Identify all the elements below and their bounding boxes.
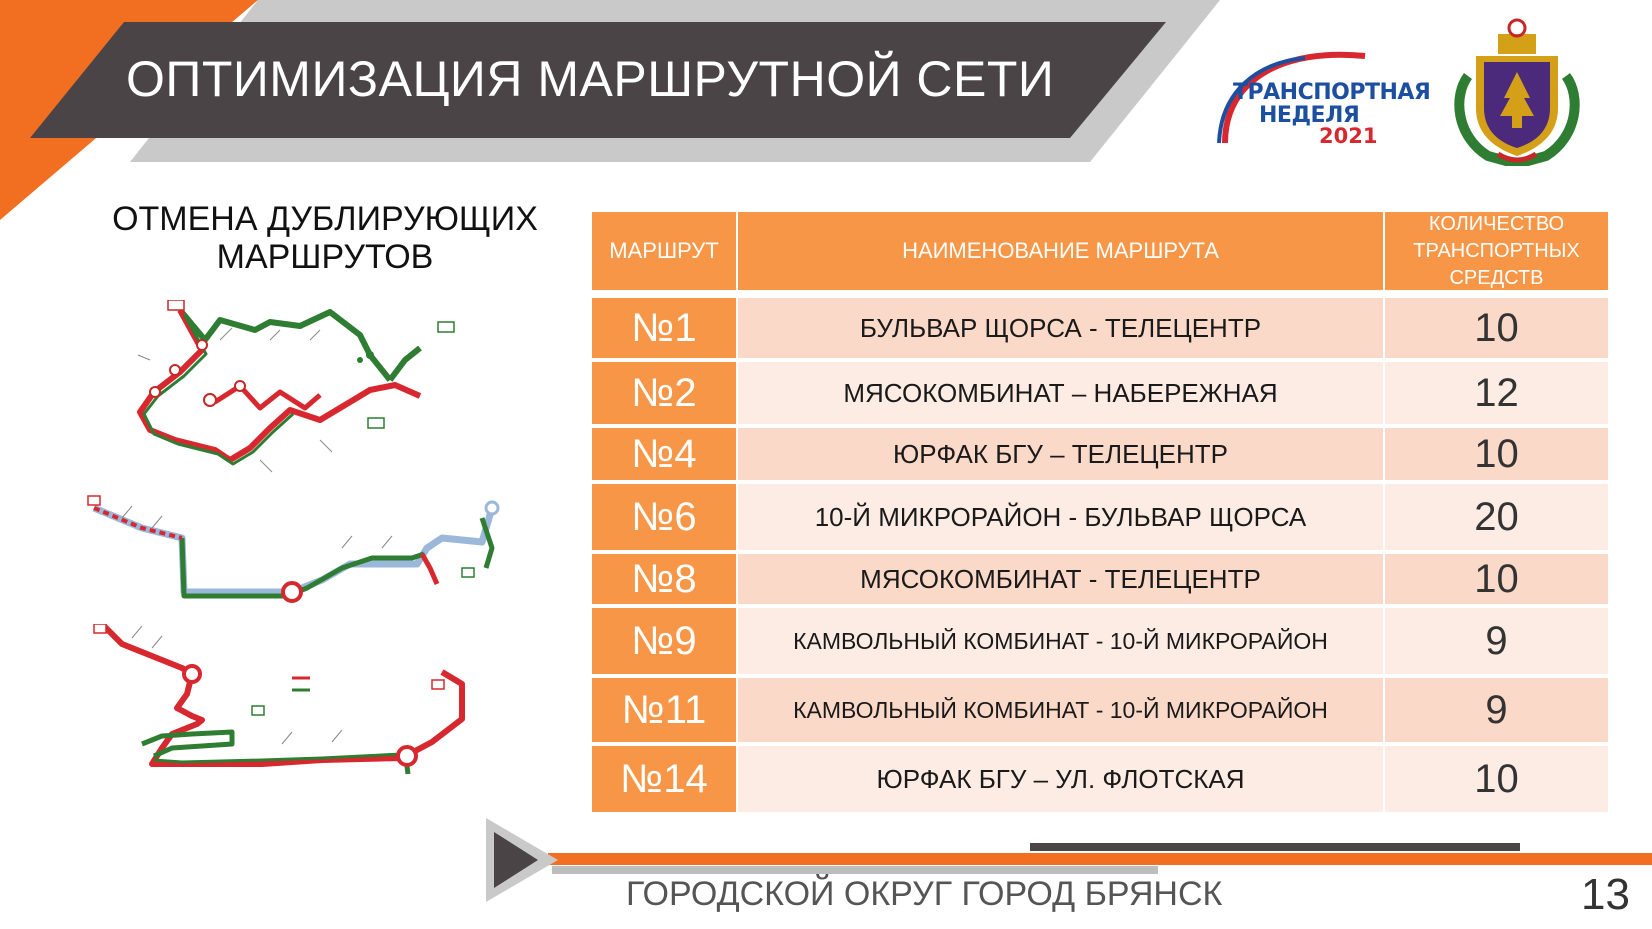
footer-gray-bar (552, 866, 1158, 874)
route-scheme-map-3 (82, 624, 502, 834)
route-name: КАМВОЛЬНЫЙ КОМБИНАТ - 10-Й МИКРОРАЙОН (738, 608, 1383, 674)
page-number: 13 (1581, 870, 1630, 919)
vehicle-count: 10 (1385, 298, 1608, 358)
route-scheme-map-icon (87, 495, 500, 603)
route-scheme-map-icon (93, 624, 465, 775)
transport-week-logo: ТРАНСПОРТНАЯ НЕДЕЛЯ 2021 (1215, 38, 1431, 148)
logo-line-1: ТРАНСПОРТНАЯ (1233, 80, 1431, 105)
route-name: МЯСОКОМБИНАТ - ТЕЛЕЦЕНТР (738, 554, 1383, 604)
route-name: КАМВОЛЬНЫЙ КОМБИНАТ - 10-Й МИКРОРАЙОН (738, 678, 1383, 742)
footer-dark-bar (1030, 843, 1520, 851)
route-number: №11 (592, 678, 736, 742)
logo-arc-icon (1217, 51, 1366, 144)
route-number: №4 (592, 428, 736, 480)
column-header-count-line-3: СРЕДСТВ (1449, 266, 1544, 289)
subtitle-line-2: МАРШРУТОВ (216, 238, 434, 276)
play-arrow-icon (486, 818, 558, 902)
route-scheme-map-icon (137, 300, 455, 473)
vehicle-count: 9 (1385, 608, 1608, 674)
logo-year: 2021 (1319, 124, 1378, 148)
route-name: 10-Й МИКРОРАЙОН - БУЛЬВАР ЩОРСА (738, 484, 1383, 550)
subtitle-line-1: ОТМЕНА ДУБЛИРУЮЩИХ (112, 200, 538, 238)
route-name: БУЛЬВАР ЩОРСА - ТЕЛЕЦЕНТР (738, 298, 1383, 358)
vehicle-count: 10 (1385, 554, 1608, 604)
route-scheme-map-2 (82, 488, 542, 620)
routes-table: МАРШРУТ НАИМЕНОВАНИЕ МАРШРУТА КОЛИЧЕСТВО… (592, 212, 1608, 820)
column-header-count: КОЛИЧЕСТВО ТРАНСПОРТНЫХ СРЕДСТВ (1385, 212, 1608, 290)
column-header-count-line-1: КОЛИЧЕСТВО (1428, 212, 1565, 235)
route-number: №14 (592, 746, 736, 812)
column-header-name: НАИМЕНОВАНИЕ МАРШРУТА (738, 212, 1383, 290)
route-number: №1 (592, 298, 736, 358)
footer-text: ГОРОДСКОЙ ОКРУГ ГОРОД БРЯНСК (626, 875, 1223, 913)
route-scheme-map-1 (120, 300, 540, 490)
vehicle-count: 9 (1385, 678, 1608, 742)
vehicle-count: 10 (1385, 428, 1608, 480)
vehicle-count: 12 (1385, 362, 1608, 424)
route-number: №8 (592, 554, 736, 604)
column-header-route: МАРШРУТ (592, 212, 736, 290)
route-number: №2 (592, 362, 736, 424)
route-name: ЮРФАК БГУ – УЛ. ФЛОТСКАЯ (738, 746, 1383, 812)
vehicle-count: 10 (1385, 746, 1608, 812)
column-header-count-line-2: ТРАНСПОРТНЫХ (1413, 239, 1580, 262)
logo-line-2: НЕДЕЛЯ (1259, 103, 1360, 128)
route-number: №6 (592, 484, 736, 550)
route-name: ЮРФАК БГУ – ТЕЛЕЦЕНТР (738, 428, 1383, 480)
route-number: №9 (592, 608, 736, 674)
bryansk-coat-of-arms-icon (1454, 18, 1580, 166)
route-name: МЯСОКОМБИНАТ – НАБЕРЕЖНАЯ (738, 362, 1383, 424)
header-banner (0, 0, 1220, 220)
section-subtitle: ОТМЕНА ДУБЛИРУЮЩИХ МАРШРУТОВ (90, 200, 560, 276)
page-title: ОПТИМИЗАЦИЯ МАРШРУТНОЙ СЕТИ (126, 51, 1055, 107)
footer-orange-line (548, 853, 1652, 865)
vehicle-count: 20 (1385, 484, 1608, 550)
